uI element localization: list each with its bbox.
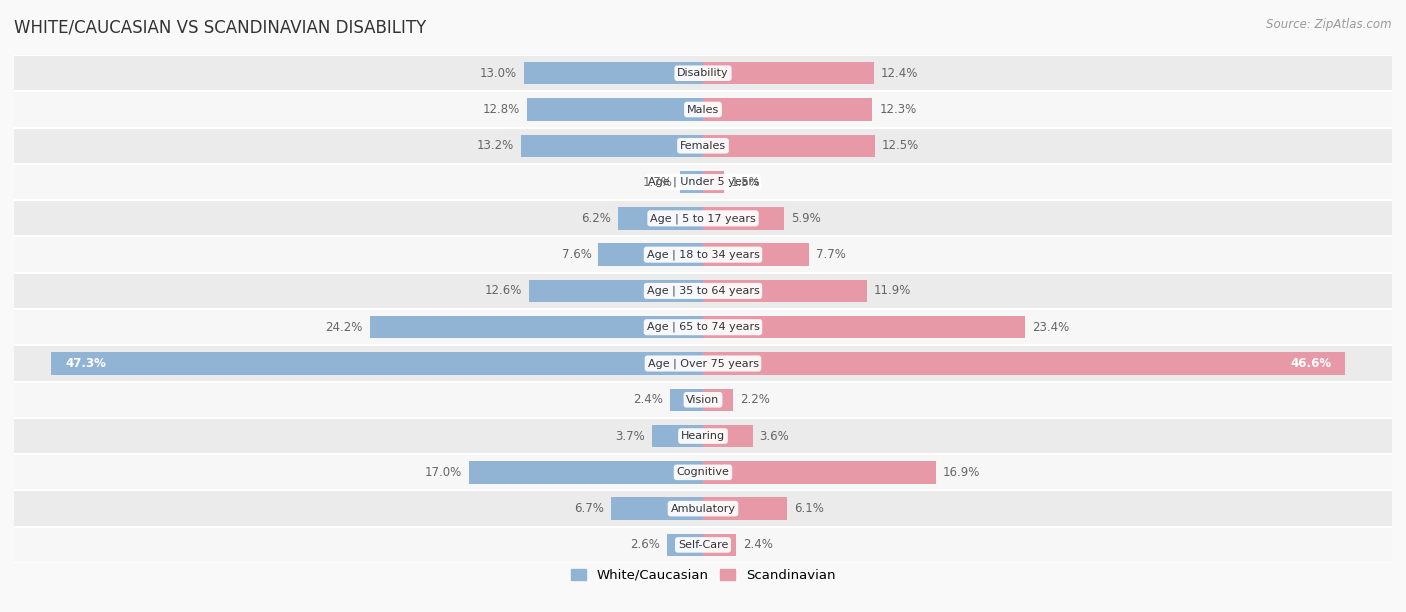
- Legend: White/Caucasian, Scandinavian: White/Caucasian, Scandinavian: [565, 563, 841, 587]
- Text: 2.6%: 2.6%: [630, 539, 661, 551]
- Text: Age | 5 to 17 years: Age | 5 to 17 years: [650, 213, 756, 223]
- Bar: [703, 135, 875, 157]
- Bar: [703, 280, 868, 302]
- Bar: [527, 99, 703, 121]
- Text: 6.7%: 6.7%: [574, 502, 603, 515]
- Text: 12.3%: 12.3%: [879, 103, 917, 116]
- Text: 1.5%: 1.5%: [731, 176, 761, 188]
- Bar: [14, 490, 1392, 527]
- Text: 5.9%: 5.9%: [792, 212, 821, 225]
- Bar: [14, 273, 1392, 309]
- Bar: [14, 309, 1392, 345]
- Text: 1.7%: 1.7%: [643, 176, 672, 188]
- Bar: [468, 461, 703, 483]
- Bar: [14, 527, 1392, 563]
- Bar: [524, 62, 703, 84]
- Bar: [530, 280, 703, 302]
- Text: 17.0%: 17.0%: [425, 466, 461, 479]
- Text: Disability: Disability: [678, 68, 728, 78]
- Bar: [652, 425, 703, 447]
- Bar: [14, 345, 1392, 382]
- Bar: [14, 55, 1392, 91]
- Text: 3.6%: 3.6%: [759, 430, 789, 442]
- Text: Hearing: Hearing: [681, 431, 725, 441]
- Text: 23.4%: 23.4%: [1032, 321, 1070, 334]
- Text: Age | 65 to 74 years: Age | 65 to 74 years: [647, 322, 759, 332]
- Text: Vision: Vision: [686, 395, 720, 405]
- Bar: [703, 425, 752, 447]
- Text: Age | Under 5 years: Age | Under 5 years: [648, 177, 758, 187]
- Text: 2.4%: 2.4%: [742, 539, 773, 551]
- Bar: [703, 316, 1025, 338]
- Text: 46.6%: 46.6%: [1291, 357, 1331, 370]
- Bar: [703, 353, 1346, 375]
- Bar: [14, 91, 1392, 128]
- Text: 16.9%: 16.9%: [943, 466, 980, 479]
- Bar: [617, 207, 703, 230]
- Bar: [703, 498, 787, 520]
- Text: 6.1%: 6.1%: [794, 502, 824, 515]
- Bar: [703, 389, 734, 411]
- Bar: [679, 171, 703, 193]
- Text: 12.8%: 12.8%: [482, 103, 520, 116]
- Bar: [703, 207, 785, 230]
- Bar: [599, 244, 703, 266]
- Bar: [14, 382, 1392, 418]
- Bar: [703, 534, 737, 556]
- Text: 11.9%: 11.9%: [875, 285, 911, 297]
- Bar: [668, 534, 703, 556]
- Bar: [370, 316, 703, 338]
- Bar: [703, 171, 724, 193]
- Bar: [703, 461, 936, 483]
- Bar: [14, 236, 1392, 273]
- Text: Self-Care: Self-Care: [678, 540, 728, 550]
- Text: WHITE/CAUCASIAN VS SCANDINAVIAN DISABILITY: WHITE/CAUCASIAN VS SCANDINAVIAN DISABILI…: [14, 18, 426, 36]
- Text: 2.2%: 2.2%: [740, 394, 770, 406]
- Bar: [14, 454, 1392, 490]
- Text: 13.0%: 13.0%: [479, 67, 517, 80]
- Text: 12.6%: 12.6%: [485, 285, 523, 297]
- Bar: [522, 135, 703, 157]
- Text: Source: ZipAtlas.com: Source: ZipAtlas.com: [1267, 18, 1392, 31]
- Text: Age | Over 75 years: Age | Over 75 years: [648, 358, 758, 369]
- Text: 6.2%: 6.2%: [581, 212, 610, 225]
- Bar: [14, 200, 1392, 236]
- Text: Age | 35 to 64 years: Age | 35 to 64 years: [647, 286, 759, 296]
- Bar: [14, 418, 1392, 454]
- Text: Females: Females: [681, 141, 725, 151]
- Bar: [14, 128, 1392, 164]
- Text: 7.6%: 7.6%: [561, 248, 592, 261]
- Text: 24.2%: 24.2%: [325, 321, 363, 334]
- Text: Males: Males: [688, 105, 718, 114]
- Text: 13.2%: 13.2%: [477, 140, 515, 152]
- Bar: [610, 498, 703, 520]
- Text: 12.5%: 12.5%: [882, 140, 920, 152]
- Text: 2.4%: 2.4%: [633, 394, 664, 406]
- Bar: [669, 389, 703, 411]
- Text: 12.4%: 12.4%: [880, 67, 918, 80]
- Text: Ambulatory: Ambulatory: [671, 504, 735, 513]
- Bar: [703, 244, 808, 266]
- Text: 47.3%: 47.3%: [65, 357, 105, 370]
- Bar: [703, 62, 875, 84]
- Text: Cognitive: Cognitive: [676, 468, 730, 477]
- Text: 7.7%: 7.7%: [815, 248, 846, 261]
- Text: 3.7%: 3.7%: [616, 430, 645, 442]
- Text: Age | 18 to 34 years: Age | 18 to 34 years: [647, 249, 759, 260]
- Bar: [14, 164, 1392, 200]
- Bar: [703, 99, 873, 121]
- Bar: [51, 353, 703, 375]
